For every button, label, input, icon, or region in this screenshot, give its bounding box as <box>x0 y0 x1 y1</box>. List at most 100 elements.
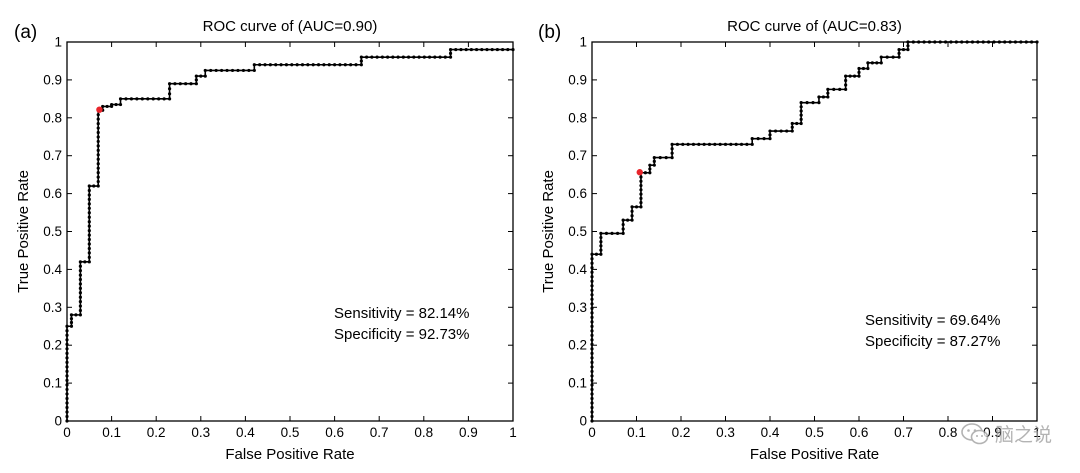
x-tick-label: 0.3 <box>716 425 735 440</box>
roc-point <box>87 224 91 228</box>
roc-point <box>157 97 161 101</box>
x-tick-label: 0 <box>63 425 71 440</box>
roc-point <box>87 229 91 233</box>
roc-point <box>681 142 685 146</box>
roc-point <box>65 374 69 378</box>
roc-point <box>960 40 964 44</box>
roc-point <box>78 304 82 308</box>
specificity-label: Specificity = 87.27% <box>865 333 1001 350</box>
roc-point <box>448 55 453 59</box>
roc-point <box>590 329 594 333</box>
roc-point <box>1030 40 1034 44</box>
roc-point <box>922 40 926 44</box>
roc-point <box>311 63 315 67</box>
y-tick-label: 0.3 <box>568 300 587 315</box>
y-tick-label: 1 <box>579 35 587 50</box>
x-tick-label: 0.6 <box>325 425 344 440</box>
roc-point <box>686 142 690 146</box>
roc-point <box>670 147 674 151</box>
roc-point <box>590 351 594 355</box>
roc-point <box>664 156 668 160</box>
roc-point <box>838 87 842 91</box>
x-tick-label: 0.2 <box>672 425 691 440</box>
roc-point <box>129 97 134 101</box>
roc-point <box>861 66 866 71</box>
roc-point <box>220 68 224 73</box>
chart-title: ROC curve of (AUC=0.83) <box>727 18 902 35</box>
roc-point <box>590 257 594 261</box>
roc-point <box>274 63 278 67</box>
x-tick-label: 0.6 <box>850 425 869 440</box>
roc-point <box>333 63 337 67</box>
roc-point <box>949 40 953 44</box>
roc-point <box>199 74 203 78</box>
x-tick-label: 1 <box>1033 425 1041 440</box>
roc-point <box>236 68 240 73</box>
optimal-point <box>636 169 643 176</box>
roc-point <box>96 144 100 148</box>
roc-point <box>590 401 594 405</box>
roc-point <box>78 295 82 299</box>
x-tick-label: 0.8 <box>939 425 958 440</box>
roc-point <box>316 63 321 67</box>
roc-point <box>203 74 207 78</box>
y-tick-label: 0.5 <box>568 224 587 239</box>
roc-point <box>69 320 74 325</box>
roc-point <box>87 211 91 215</box>
roc-point <box>225 68 229 73</box>
roc-point <box>65 378 69 382</box>
roc-point <box>87 206 91 210</box>
roc-point <box>417 55 421 59</box>
roc-point <box>101 104 105 109</box>
x-tick-label: 1 <box>509 425 517 440</box>
roc-point <box>65 365 69 369</box>
roc-point <box>799 105 803 109</box>
roc-point <box>65 414 69 419</box>
x-tick-label: 0.5 <box>281 425 300 440</box>
y-tick-label: 0.4 <box>568 262 587 277</box>
y-tick-label: 0.8 <box>568 110 587 125</box>
chart-panel-a: (a) ROC curve of (AUC=0.90) 0 0.1 0.2 0.3 0.4 0… <box>14 18 517 463</box>
roc-point <box>652 163 656 167</box>
roc-point <box>697 142 701 146</box>
roc-point <box>897 55 901 59</box>
roc-point <box>65 392 69 396</box>
roc-point <box>495 47 499 52</box>
roc-point <box>604 231 609 235</box>
y-tick-label: 0.1 <box>568 376 587 391</box>
roc-point <box>906 40 910 44</box>
roc-point <box>639 183 643 188</box>
roc-point <box>799 113 803 117</box>
roc-point <box>178 82 182 86</box>
roc-point <box>279 63 283 67</box>
roc-point <box>343 63 347 67</box>
y-tick-label: 0.6 <box>43 186 62 201</box>
x-tick-label: 0.8 <box>414 425 433 440</box>
roc-point <box>906 47 910 52</box>
roc-point <box>590 293 594 297</box>
roc-point <box>590 414 594 419</box>
roc-point <box>844 74 848 78</box>
roc-point <box>799 121 803 126</box>
roc-point <box>857 74 861 78</box>
y-axis-label: True Positive Rate <box>15 170 32 293</box>
roc-point <box>87 184 91 188</box>
roc-point <box>209 68 213 73</box>
x-tick-label: 0.7 <box>370 425 389 440</box>
roc-point <box>870 61 874 65</box>
roc-point <box>263 63 267 67</box>
roc-point <box>284 63 289 67</box>
roc-point <box>590 374 594 378</box>
roc-point <box>65 405 69 410</box>
roc-point <box>821 95 826 99</box>
roc-point <box>65 351 69 355</box>
roc-point <box>167 87 172 91</box>
x-tick-label: 0.9 <box>459 425 478 440</box>
roc-point <box>762 137 766 141</box>
roc-point <box>590 306 594 310</box>
roc-point <box>87 246 91 251</box>
roc-point <box>1003 40 1007 44</box>
roc-point <box>241 68 246 73</box>
roc-point <box>691 142 696 146</box>
